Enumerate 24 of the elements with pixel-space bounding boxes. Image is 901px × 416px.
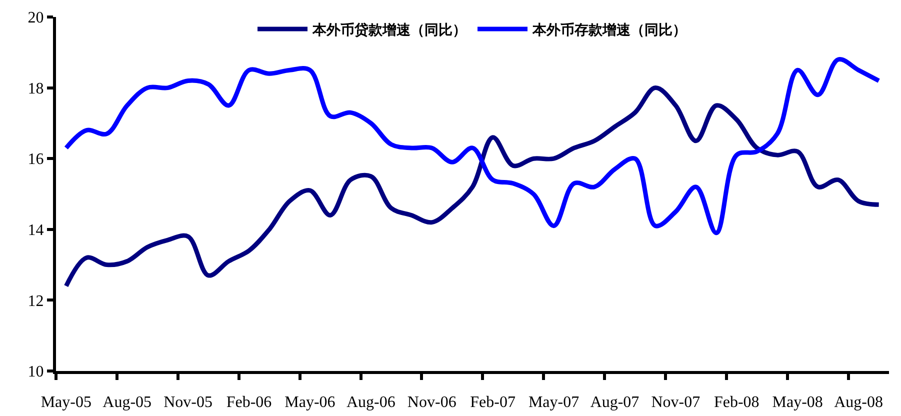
x-tick-label: May-08 xyxy=(772,394,823,412)
x-tick-label: Aug-07 xyxy=(590,394,640,412)
legend-label: 本外币存款增速（同比） xyxy=(532,22,686,39)
y-tick-label: 20 xyxy=(28,10,44,27)
x-tick-label: May-05 xyxy=(40,394,92,412)
x-tick-label: Feb-07 xyxy=(470,394,516,412)
x-tick-label: Feb-08 xyxy=(714,394,760,412)
x-tick-label: Aug-08 xyxy=(834,394,883,412)
line-series xyxy=(64,86,882,288)
x-tick-label: Aug-06 xyxy=(346,394,396,412)
legend-label: 本外币贷款增速（同比） xyxy=(312,22,466,39)
x-tick-label: May-07 xyxy=(528,394,580,412)
x-tick-label: Aug-05 xyxy=(102,394,152,412)
x-tick-label: Nov-05 xyxy=(164,394,213,412)
x-tick-label: Feb-06 xyxy=(226,394,272,412)
y-tick-label: 14 xyxy=(28,222,44,239)
x-tick-label: Nov-07 xyxy=(651,394,700,412)
y-tick-label: 16 xyxy=(28,151,44,168)
y-tick-label: 18 xyxy=(28,80,44,98)
y-tick-label: 12 xyxy=(28,292,44,310)
x-tick-label: Nov-06 xyxy=(407,394,456,412)
line-series xyxy=(64,57,882,236)
y-tick-label: 10 xyxy=(28,364,44,381)
x-tick-label: May-06 xyxy=(284,394,336,412)
